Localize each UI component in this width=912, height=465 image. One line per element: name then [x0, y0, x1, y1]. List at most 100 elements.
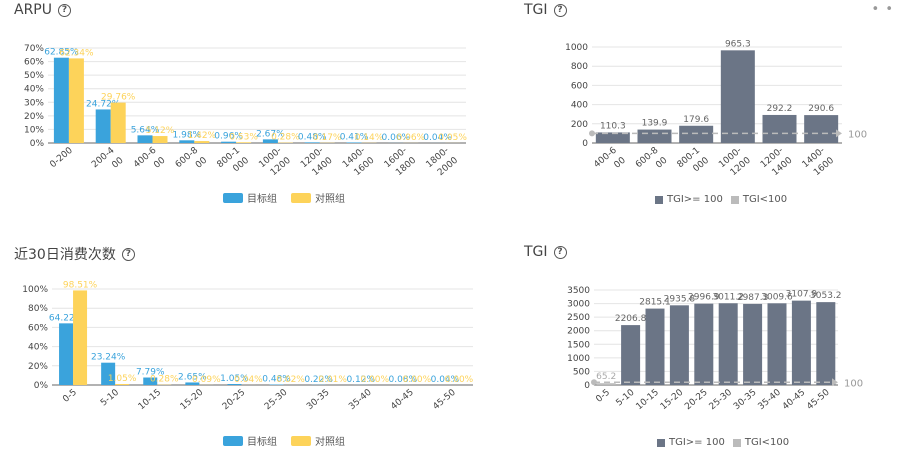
freq-title-text: 近30日消费次数: [14, 247, 116, 263]
bar: [346, 142, 362, 143]
bar: [762, 114, 797, 143]
x-tick-label: 0-5: [594, 388, 612, 405]
data-label: 3107.9: [786, 290, 818, 300]
y-tick-label: 0: [584, 381, 590, 391]
arpu-title: ARPU ?: [14, 2, 71, 18]
data-label: 179.6: [683, 115, 709, 125]
y-tick-label: 10%: [24, 125, 44, 135]
data-label: 64.22%: [49, 313, 84, 323]
tgi1-chart: 02004006008001000400-600110.3600-800139.…: [565, 39, 867, 178]
bar: [637, 129, 672, 143]
help-circle-icon[interactable]: ?: [121, 247, 135, 261]
legend-swatch-tgi-lo: [732, 438, 741, 447]
y-tick-label: 3000: [567, 300, 590, 310]
reference-line-arrow: [832, 378, 838, 387]
x-tick-label: 45-50: [805, 387, 832, 412]
data-label: 0.53%: [229, 132, 258, 142]
bar: [185, 382, 200, 385]
legend-item-tgi-lo[interactable]: TGI<100: [730, 194, 787, 205]
y-tick-label: 1000: [567, 354, 590, 364]
legend-item-control[interactable]: 对照组: [291, 190, 345, 205]
tgi1-title-text: TGI: [524, 2, 548, 18]
bar: [95, 109, 111, 143]
data-label: 0.17%: [313, 133, 342, 143]
data-label: 3053.2: [810, 291, 842, 301]
y-tick-label: 70%: [24, 44, 44, 54]
data-label: 0.00%: [403, 375, 432, 385]
legend-item-tgi-hi[interactable]: TGI>= 100: [655, 194, 723, 205]
bar: [304, 142, 320, 143]
data-label: 0.01%: [318, 375, 347, 385]
data-label: 0.02%: [276, 375, 305, 385]
data-label: 0.09%: [192, 375, 221, 385]
reference-line-start: [589, 130, 595, 137]
more-horizontal-icon[interactable]: • •: [871, 2, 894, 17]
freq-title: 近30日消费次数 ?: [14, 244, 135, 264]
y-tick-label: 1500: [567, 340, 590, 350]
bar: [194, 141, 210, 143]
help-circle-icon[interactable]: ?: [58, 3, 71, 17]
bar: [152, 136, 168, 143]
reference-line-label: 100: [844, 378, 863, 389]
x-tick-label: 20-25: [683, 388, 709, 412]
tgi1-legend: TGI>= 100 TGI<100: [655, 194, 787, 205]
bar: [101, 362, 116, 385]
data-label: 0.04%: [431, 375, 460, 385]
x-tick-label: 00: [654, 155, 669, 170]
y-tick-label: 30%: [24, 98, 44, 108]
x-tick-label: 15-20: [659, 387, 686, 412]
help-circle-icon[interactable]: ?: [553, 245, 567, 259]
bar: [68, 58, 84, 143]
legend-swatch-target: [223, 192, 243, 203]
legend-item-control[interactable]: 对照组: [291, 433, 345, 448]
bar: [110, 102, 126, 143]
data-label: 2987.3: [737, 293, 769, 303]
data-label: 0.06%: [382, 133, 411, 143]
y-tick-label: 80%: [28, 304, 48, 314]
bar: [720, 50, 755, 143]
data-label: 24.72%: [86, 99, 121, 109]
legend-item-tgi-lo[interactable]: TGI<100: [732, 437, 790, 448]
legend-item-target[interactable]: 目标组: [223, 433, 277, 448]
arpu-title-text: ARPU: [14, 2, 52, 18]
legend-swatch-tgi-lo: [730, 195, 739, 204]
data-label: 292.2: [767, 104, 793, 114]
y-tick-label: 40%: [24, 85, 44, 95]
y-tick-label: 400: [571, 101, 588, 111]
freq-chart: 0%20%40%60%80%100%0-564.22%98.51%5-1023.…: [22, 280, 473, 412]
data-label: 2996.9: [688, 293, 720, 303]
bar: [743, 303, 763, 385]
data-label: 0.48%: [298, 132, 327, 142]
tgi2-chart: 0 500 1000 1500 2000 2500 3000 3500 0-5 65.2 5-10 2…: [567, 286, 863, 412]
data-label: 110.3: [600, 121, 626, 131]
legend-item-target[interactable]: 目标组: [223, 190, 277, 205]
legend-item-tgi-hi[interactable]: TGI>= 100: [657, 437, 725, 448]
data-label: 98.51%: [63, 280, 98, 290]
data-label: 1.42%: [188, 131, 217, 141]
x-tick-label: 10-15: [634, 388, 660, 412]
freq-legend: 目标组 对照组: [223, 433, 345, 448]
bar: [718, 303, 738, 385]
bar: [143, 377, 158, 385]
legend-label-tgi-hi: TGI>= 100: [669, 437, 725, 448]
bar: [804, 115, 839, 143]
y-tick-label: 2000: [567, 327, 590, 337]
x-tick-label: 5-10: [614, 387, 636, 408]
data-label: 5.12%: [146, 126, 175, 136]
legend-label-tgi-lo: TGI<100: [744, 437, 790, 448]
y-tick-label: 800: [571, 62, 588, 72]
data-label: 3009.6: [761, 292, 793, 302]
y-tick-label: 1000: [565, 43, 588, 53]
bar: [227, 383, 242, 385]
legend-swatch-tgi-hi: [655, 195, 663, 204]
data-label: 0.96%: [214, 132, 243, 142]
tgi2-legend: TGI>= 100 TGI<100: [657, 437, 789, 448]
bar: [115, 383, 130, 385]
data-label: 23.24%: [91, 353, 126, 363]
bar: [816, 302, 836, 385]
bar: [59, 323, 74, 385]
legend-label-control: 对照组: [315, 437, 345, 448]
x-tick-label: 00: [613, 155, 628, 170]
help-circle-icon[interactable]: ?: [553, 3, 567, 17]
y-tick-label: 60%: [28, 323, 48, 333]
